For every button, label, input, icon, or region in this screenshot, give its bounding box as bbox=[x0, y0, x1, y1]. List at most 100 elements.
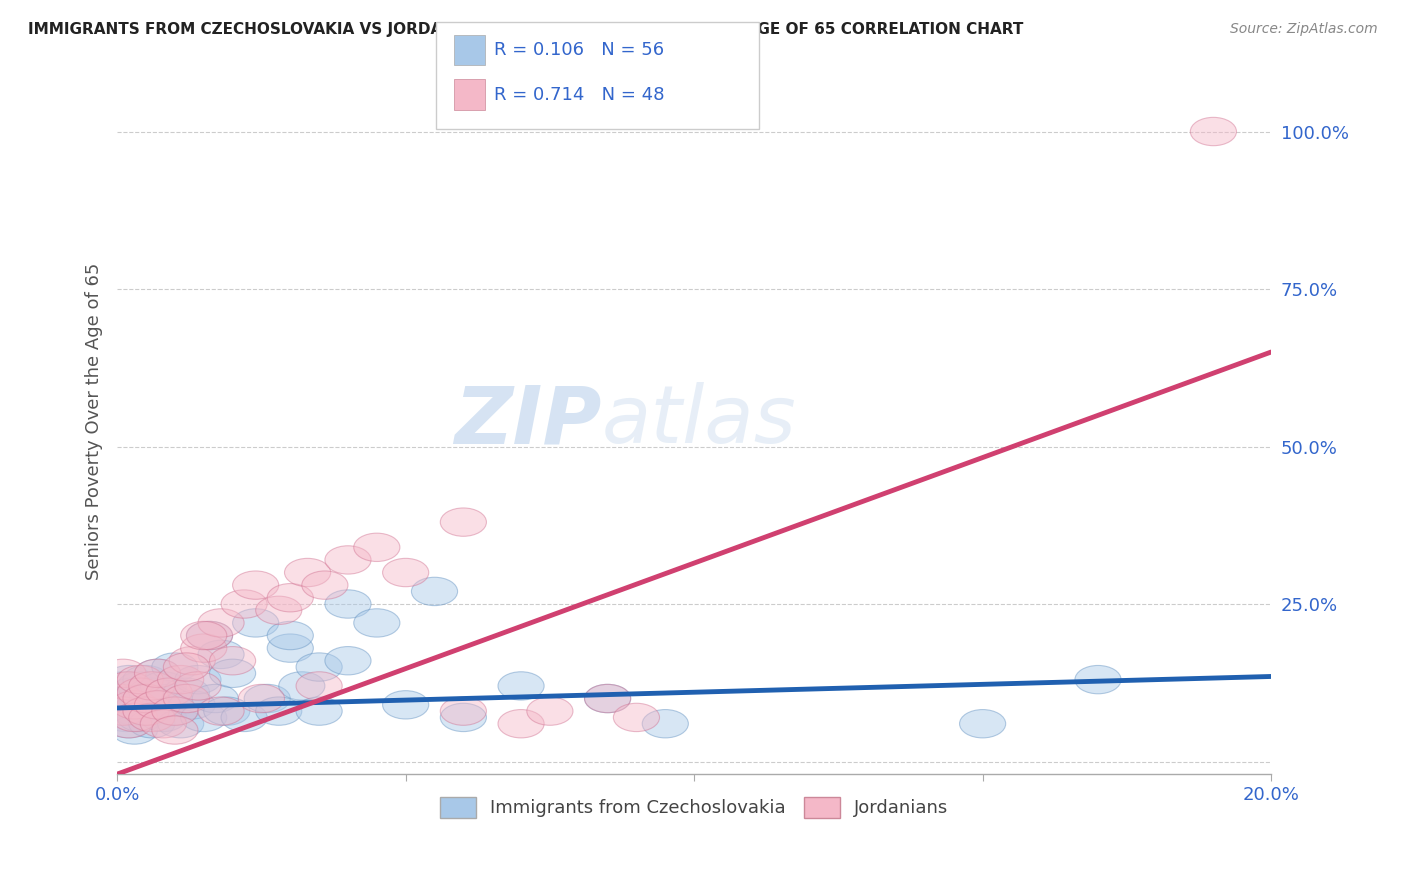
Ellipse shape bbox=[146, 678, 193, 706]
Ellipse shape bbox=[232, 608, 278, 637]
Text: R = 0.106   N = 56: R = 0.106 N = 56 bbox=[494, 41, 664, 59]
Ellipse shape bbox=[111, 684, 157, 713]
Ellipse shape bbox=[141, 703, 187, 731]
Ellipse shape bbox=[169, 690, 215, 719]
Ellipse shape bbox=[105, 672, 152, 700]
Ellipse shape bbox=[198, 640, 245, 669]
Ellipse shape bbox=[278, 672, 325, 700]
Ellipse shape bbox=[117, 690, 163, 719]
Ellipse shape bbox=[117, 665, 163, 694]
Ellipse shape bbox=[105, 709, 152, 738]
Ellipse shape bbox=[198, 697, 245, 725]
Ellipse shape bbox=[117, 672, 163, 700]
Ellipse shape bbox=[105, 709, 152, 738]
Ellipse shape bbox=[146, 684, 193, 713]
Ellipse shape bbox=[135, 690, 180, 719]
Ellipse shape bbox=[108, 678, 155, 706]
Ellipse shape bbox=[122, 684, 169, 713]
Ellipse shape bbox=[585, 684, 631, 713]
Ellipse shape bbox=[163, 678, 209, 706]
Ellipse shape bbox=[412, 577, 457, 606]
Ellipse shape bbox=[152, 716, 198, 744]
Ellipse shape bbox=[187, 622, 232, 649]
Ellipse shape bbox=[440, 508, 486, 536]
Ellipse shape bbox=[117, 703, 163, 731]
Ellipse shape bbox=[129, 703, 174, 731]
Ellipse shape bbox=[122, 697, 169, 725]
Ellipse shape bbox=[440, 703, 486, 731]
Text: ZIP: ZIP bbox=[454, 383, 602, 460]
Ellipse shape bbox=[100, 697, 146, 725]
Ellipse shape bbox=[157, 709, 204, 738]
Ellipse shape bbox=[103, 703, 149, 731]
Ellipse shape bbox=[141, 672, 187, 700]
Ellipse shape bbox=[198, 608, 245, 637]
Ellipse shape bbox=[221, 703, 267, 731]
Ellipse shape bbox=[267, 622, 314, 649]
Text: Source: ZipAtlas.com: Source: ZipAtlas.com bbox=[1230, 22, 1378, 37]
Ellipse shape bbox=[135, 659, 180, 688]
Ellipse shape bbox=[209, 647, 256, 675]
Ellipse shape bbox=[169, 647, 215, 675]
Ellipse shape bbox=[267, 583, 314, 612]
Ellipse shape bbox=[1076, 665, 1121, 694]
Text: IMMIGRANTS FROM CZECHOSLOVAKIA VS JORDANIAN SENIORS POVERTY OVER THE AGE OF 65 C: IMMIGRANTS FROM CZECHOSLOVAKIA VS JORDAN… bbox=[28, 22, 1024, 37]
Ellipse shape bbox=[239, 684, 284, 713]
Ellipse shape bbox=[174, 672, 221, 700]
Ellipse shape bbox=[256, 697, 302, 725]
Ellipse shape bbox=[221, 590, 267, 618]
Y-axis label: Seniors Poverty Over the Age of 65: Seniors Poverty Over the Age of 65 bbox=[86, 262, 103, 580]
Ellipse shape bbox=[97, 690, 143, 719]
Ellipse shape bbox=[141, 709, 187, 738]
Ellipse shape bbox=[180, 622, 226, 649]
Ellipse shape bbox=[100, 659, 146, 688]
Ellipse shape bbox=[157, 665, 204, 694]
Ellipse shape bbox=[498, 709, 544, 738]
Ellipse shape bbox=[527, 697, 574, 725]
Ellipse shape bbox=[163, 653, 209, 681]
Ellipse shape bbox=[245, 684, 290, 713]
Ellipse shape bbox=[111, 690, 157, 719]
Ellipse shape bbox=[325, 590, 371, 618]
Ellipse shape bbox=[232, 571, 278, 599]
Ellipse shape bbox=[129, 709, 174, 738]
Ellipse shape bbox=[354, 608, 399, 637]
Ellipse shape bbox=[382, 690, 429, 719]
Ellipse shape bbox=[325, 647, 371, 675]
Ellipse shape bbox=[129, 678, 174, 706]
Ellipse shape bbox=[284, 558, 330, 587]
Ellipse shape bbox=[135, 659, 180, 688]
Ellipse shape bbox=[643, 709, 689, 738]
Ellipse shape bbox=[152, 653, 198, 681]
Ellipse shape bbox=[122, 665, 169, 694]
Ellipse shape bbox=[204, 697, 250, 725]
Ellipse shape bbox=[354, 533, 399, 561]
Ellipse shape bbox=[105, 684, 152, 713]
Ellipse shape bbox=[297, 653, 342, 681]
Ellipse shape bbox=[440, 697, 486, 725]
Ellipse shape bbox=[122, 697, 169, 725]
Ellipse shape bbox=[498, 672, 544, 700]
Ellipse shape bbox=[302, 571, 347, 599]
Ellipse shape bbox=[209, 659, 256, 688]
Ellipse shape bbox=[122, 684, 169, 713]
Ellipse shape bbox=[100, 697, 146, 725]
Ellipse shape bbox=[111, 703, 157, 731]
Ellipse shape bbox=[111, 716, 157, 744]
Ellipse shape bbox=[152, 697, 198, 725]
Ellipse shape bbox=[105, 665, 152, 694]
Ellipse shape bbox=[297, 697, 342, 725]
Ellipse shape bbox=[297, 672, 342, 700]
Ellipse shape bbox=[111, 697, 157, 725]
Ellipse shape bbox=[187, 622, 232, 649]
Text: atlas: atlas bbox=[602, 383, 797, 460]
Ellipse shape bbox=[180, 703, 226, 731]
Ellipse shape bbox=[152, 697, 198, 725]
Ellipse shape bbox=[1191, 118, 1236, 145]
Ellipse shape bbox=[256, 596, 302, 624]
Ellipse shape bbox=[100, 672, 146, 700]
Ellipse shape bbox=[117, 678, 163, 706]
Ellipse shape bbox=[174, 665, 221, 694]
Ellipse shape bbox=[97, 684, 143, 713]
Ellipse shape bbox=[382, 558, 429, 587]
